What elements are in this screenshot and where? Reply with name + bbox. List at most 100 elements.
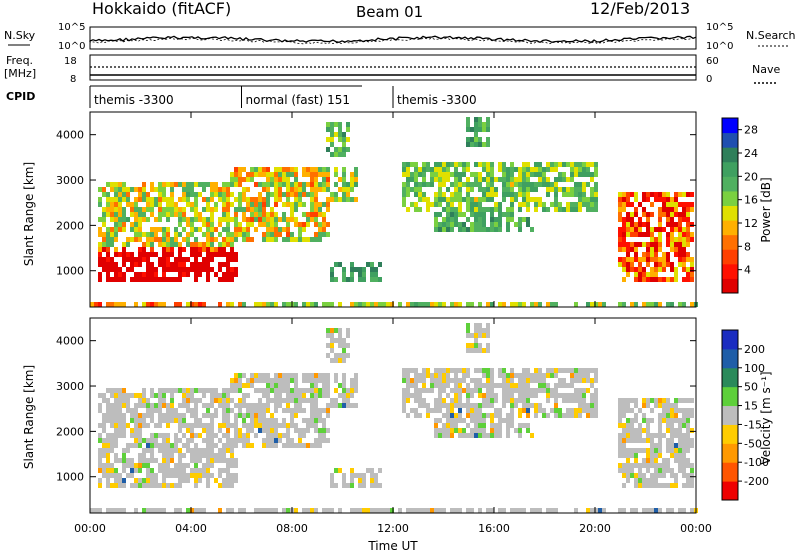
velocity-cell xyxy=(630,508,634,513)
velocity-cell xyxy=(570,408,574,413)
power-cell xyxy=(298,232,302,237)
velocity-cell xyxy=(182,463,186,468)
power-cell xyxy=(346,187,350,192)
velocity-cell xyxy=(98,508,102,513)
power-cell xyxy=(110,197,114,202)
power-cell xyxy=(582,192,586,197)
velocity-cell xyxy=(110,438,114,443)
velocity-cell xyxy=(542,408,546,413)
power-cell xyxy=(262,202,266,207)
power-cell xyxy=(278,167,282,172)
velocity-cell xyxy=(330,473,334,478)
velocity-cell xyxy=(550,368,554,373)
power-cell xyxy=(326,177,330,182)
velocity-cell xyxy=(258,373,262,378)
power-cell xyxy=(194,267,198,272)
velocity-cell xyxy=(154,473,158,478)
velocity-cell xyxy=(482,403,486,408)
power-cell xyxy=(474,177,478,182)
velocity-cell xyxy=(658,418,662,423)
power-cell xyxy=(646,262,650,267)
velocity-cell xyxy=(406,508,410,513)
power-cell xyxy=(690,192,694,197)
velocity-cell xyxy=(626,398,630,403)
power-cell xyxy=(230,302,234,307)
velocity-cell xyxy=(106,473,110,478)
velocity-cell xyxy=(162,458,166,463)
velocity-cell xyxy=(226,398,230,403)
velocity-cell xyxy=(178,453,182,458)
power-cell xyxy=(274,222,278,227)
power-cell xyxy=(170,262,174,267)
power-cell xyxy=(210,217,214,222)
power-cell xyxy=(438,222,442,227)
power-cell xyxy=(274,202,278,207)
velocity-cell xyxy=(202,438,206,443)
velocity-cell xyxy=(194,388,198,393)
velocity-cell xyxy=(166,418,170,423)
power-cell xyxy=(138,232,142,237)
power-cell xyxy=(150,182,154,187)
power-cell xyxy=(122,272,126,277)
velocity-cell xyxy=(470,403,474,408)
power-cell xyxy=(318,167,322,172)
velocity-cell xyxy=(494,408,498,413)
velocity-cell xyxy=(134,508,138,513)
power-cell xyxy=(274,182,278,187)
velocity-cell xyxy=(446,378,450,383)
power-cell xyxy=(114,187,118,192)
power-cell xyxy=(318,187,322,192)
velocity-cell xyxy=(670,403,674,408)
power-cell xyxy=(494,222,498,227)
velocity-cell xyxy=(274,408,278,413)
velocity-cell xyxy=(486,348,490,353)
power-cell xyxy=(642,257,646,262)
power-cell xyxy=(534,172,538,177)
power-cell xyxy=(178,277,182,282)
velocity-cell xyxy=(230,448,234,453)
velocity-cell xyxy=(454,383,458,388)
velocity-cell xyxy=(378,468,382,473)
velocity-cell xyxy=(314,388,318,393)
velocity-cell xyxy=(174,433,178,438)
velocity-cell xyxy=(158,468,162,473)
power-cell xyxy=(262,237,266,242)
power-cell xyxy=(674,272,678,277)
velocity-cell xyxy=(386,508,390,513)
velocity-cell xyxy=(350,473,354,478)
power-cell xyxy=(466,117,470,122)
velocity-cell xyxy=(110,418,114,423)
power-colorbar-label: Power [dB] xyxy=(759,177,773,242)
velocity-cell xyxy=(630,398,634,403)
velocity-cell xyxy=(210,453,214,458)
power-cell xyxy=(198,272,202,277)
velocity-cell xyxy=(506,383,510,388)
power-cell xyxy=(230,277,234,282)
power-cell xyxy=(362,267,366,272)
power-cell xyxy=(186,182,190,187)
velocity-cell xyxy=(130,443,134,448)
power-cell xyxy=(522,302,526,307)
power-cell xyxy=(594,167,598,172)
power-cell xyxy=(566,192,570,197)
power-cell xyxy=(178,212,182,217)
power-cell xyxy=(266,237,270,242)
velocity-cell xyxy=(226,418,230,423)
velocity-cell xyxy=(182,403,186,408)
power-cell xyxy=(134,277,138,282)
power-cell xyxy=(234,172,238,177)
velocity-cell xyxy=(230,508,234,513)
power-cell xyxy=(106,257,110,262)
colorbar-cell xyxy=(722,443,738,462)
velocity-cell xyxy=(106,478,110,483)
power-cell xyxy=(502,162,506,167)
velocity-cell xyxy=(330,398,334,403)
velocity-cell xyxy=(138,428,142,433)
velocity-cell xyxy=(146,398,150,403)
power-cell xyxy=(562,177,566,182)
power-cell xyxy=(98,187,102,192)
velocity-cell xyxy=(266,393,270,398)
power-cell xyxy=(118,197,122,202)
power-cell xyxy=(530,187,534,192)
power-cell xyxy=(622,197,626,202)
